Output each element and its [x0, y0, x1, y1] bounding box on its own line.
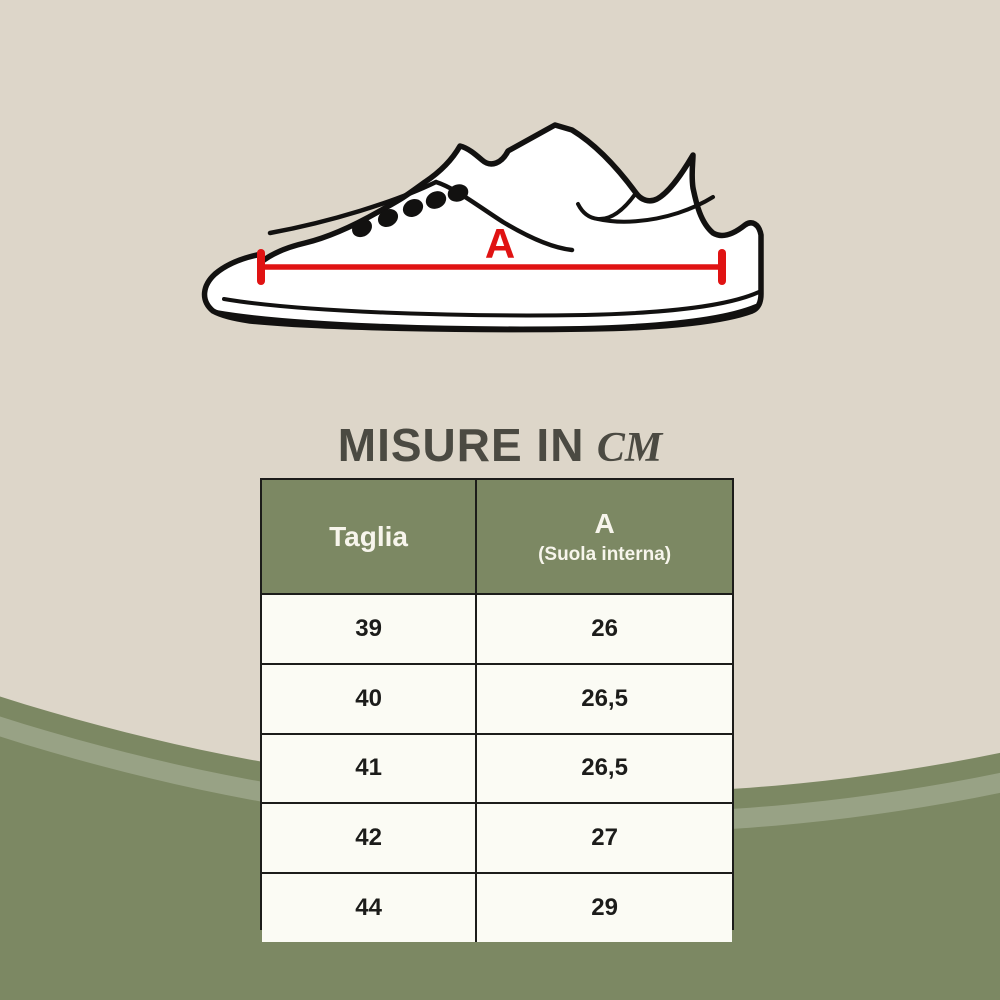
svg-text:A: A	[485, 220, 515, 267]
